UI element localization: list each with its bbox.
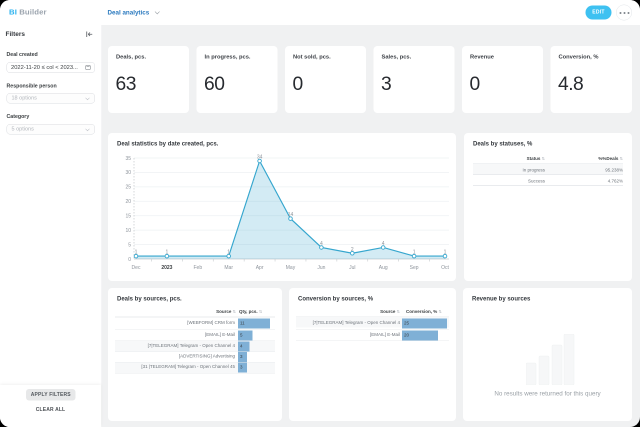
- svg-text:Dec: Dec: [132, 265, 141, 271]
- svg-text:14: 14: [288, 212, 294, 218]
- svg-text:1: 1: [227, 250, 230, 256]
- svg-text:34: 34: [257, 155, 263, 161]
- svg-text:Jul: Jul: [349, 265, 355, 271]
- svg-text:1: 1: [413, 250, 416, 256]
- svg-text:2: 2: [351, 247, 354, 253]
- svg-text:Aug: Aug: [379, 265, 388, 271]
- svg-text:10: 10: [125, 228, 131, 234]
- svg-text:2023: 2023: [161, 265, 172, 271]
- svg-text:20: 20: [125, 199, 131, 205]
- svg-text:Mar: Mar: [224, 265, 233, 271]
- svg-text:Jun: Jun: [317, 265, 325, 271]
- svg-text:Oct: Oct: [441, 265, 449, 271]
- svg-text:Feb: Feb: [193, 265, 202, 271]
- svg-text:Sep: Sep: [410, 265, 419, 271]
- svg-text:30: 30: [125, 170, 131, 176]
- svg-text:4: 4: [382, 241, 385, 247]
- svg-text:5: 5: [128, 242, 131, 248]
- svg-text:35: 35: [125, 156, 131, 162]
- svg-text:1: 1: [166, 250, 169, 256]
- svg-text:May: May: [286, 265, 296, 271]
- svg-text:15: 15: [125, 213, 131, 219]
- svg-text:25: 25: [125, 185, 131, 191]
- svg-text:0: 0: [128, 257, 131, 263]
- svg-text:1: 1: [444, 250, 447, 256]
- svg-text:Apr: Apr: [256, 265, 264, 271]
- svg-text:1: 1: [135, 250, 138, 256]
- svg-text:4: 4: [320, 241, 323, 247]
